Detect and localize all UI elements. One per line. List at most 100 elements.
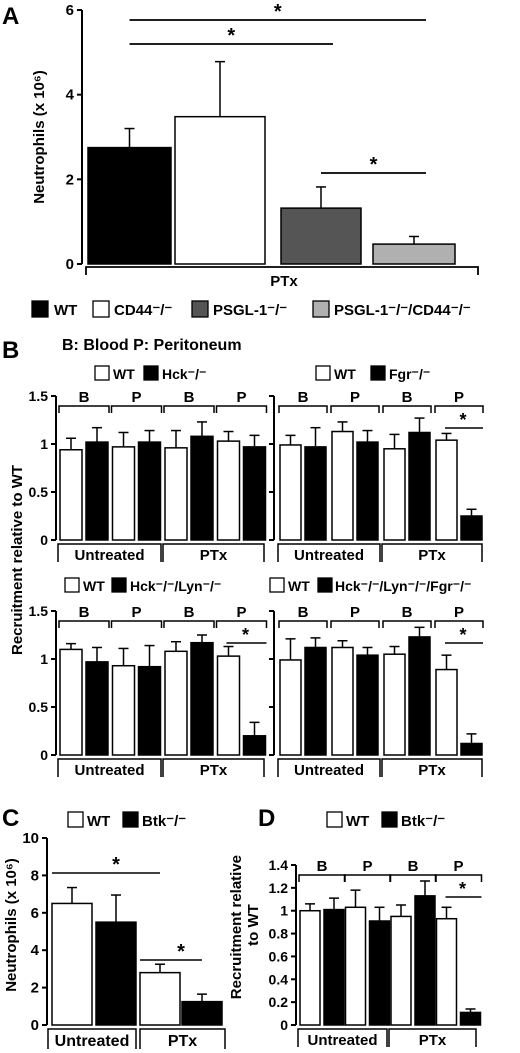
subgroup-bracket [163, 620, 215, 628]
y-tick-label: 1 [280, 903, 288, 919]
data-bar [435, 668, 458, 756]
legend-swatch-btk [381, 811, 398, 828]
y-tick-label: 1.5 [29, 603, 49, 619]
group-label: PTx [418, 762, 446, 779]
legend-label-wt: WT [346, 813, 369, 830]
legend-label-btk: Btk⁻/⁻ [142, 813, 186, 830]
subgroup-label: P [454, 604, 464, 621]
data-bar [323, 908, 345, 1026]
y-tick-label: 6 [31, 905, 39, 922]
data-bar [390, 915, 412, 1026]
group-bracket [297, 1028, 388, 1047]
subgroup-bracket [215, 620, 268, 628]
data-bar [304, 446, 327, 541]
data-bar [164, 447, 188, 541]
y-tick-label: 0 [66, 256, 74, 273]
data-bar [111, 446, 136, 541]
panel-label-c: C [2, 805, 19, 832]
legend-swatch-hck [143, 365, 159, 381]
subgroup-bracket [58, 620, 110, 628]
panel-b3-chart: 0 0.5 1 1.5 B P B P * Untreated PTx [29, 603, 268, 779]
legend-label-psgl1: PSGL-1⁻/⁻ [213, 302, 287, 319]
y-tick-label: 0.5 [29, 484, 49, 500]
y-tick-label: 0 [40, 532, 48, 548]
y-tick-label: 1.4 [269, 857, 289, 873]
data-bar [279, 659, 302, 756]
legend-swatch-psgl1-cd44 [312, 300, 330, 318]
data-bar [460, 515, 483, 541]
legend-swatch-wt [326, 811, 343, 828]
panel-a-legend: WT CD44⁻/⁻ PSGL-1⁻/⁻ PSGL-1⁻/⁻/CD44⁻/⁻ [31, 300, 471, 319]
y-tick-label: 0.2 [269, 994, 289, 1010]
subgroup-label: P [454, 389, 464, 406]
group-label: Untreated [294, 762, 364, 779]
data-bar [459, 1011, 482, 1026]
panel-b1-legend: WT Hck⁻/⁻ [94, 365, 206, 382]
legend-label-hck: Hck⁻/⁻ [162, 366, 206, 382]
legend-swatch-hck-lyn-fgr [317, 577, 333, 593]
legend-label-hck-lyn: Hck⁻/⁻/Lyn⁻/⁻ [130, 578, 221, 594]
subgroup-bracket [434, 874, 483, 882]
subgroup-bracket [215, 405, 268, 413]
legend-swatch-wt [64, 577, 80, 593]
data-bar [174, 115, 266, 265]
subgroup-bracket [278, 405, 328, 413]
legend-label-psgl1-cd44: PSGL-1⁻/⁻/CD44⁻/⁻ [334, 302, 471, 319]
legend-swatch-wt [269, 577, 285, 593]
significance-star: * [274, 1, 282, 23]
y-tick-label: 1.5 [29, 388, 49, 404]
y-tick-label: 2 [31, 980, 39, 997]
y-tick-label: 4 [31, 942, 40, 959]
y-tick-label: 1 [40, 436, 48, 452]
significance-star: * [459, 879, 466, 899]
data-bar [139, 971, 181, 1026]
data-bar [216, 655, 241, 756]
panel-b1-chart: 0 0.5 1 1.5 B P B P Untreated PTx [29, 388, 268, 564]
subgroup-label: P [350, 604, 360, 621]
y-tick-label: 10 [22, 830, 39, 847]
blood-peritoneum-note: B: Blood P: Peritoneum [62, 337, 242, 354]
data-bar [280, 207, 362, 265]
data-bar [190, 641, 214, 756]
significance-star: * [112, 854, 120, 876]
group-label: Untreated [294, 547, 364, 564]
subgroup-label: P [350, 389, 360, 406]
data-bar [51, 902, 93, 1026]
panel-d-ylabel-line2: to WT [245, 904, 262, 946]
panel-label-a: A [2, 3, 19, 30]
panel-d-legend: WT Btk⁻/⁻ [326, 811, 445, 830]
legend-label-wt: WT [83, 578, 105, 594]
data-bar [181, 1000, 223, 1026]
subgroup-label: B [184, 389, 195, 406]
group-bracket [47, 1028, 137, 1049]
panel-a-chart: 0 2 4 6 * * * [66, 1, 479, 275]
data-bar [408, 431, 431, 541]
y-tick-label: 6 [66, 2, 74, 19]
group-label: PTx [200, 547, 228, 564]
legend-label-wt: WT [288, 578, 310, 594]
data-bar [408, 636, 431, 756]
panel-c-ylabel: Neutrophils (x 10⁶) [3, 858, 20, 992]
data-bar [460, 742, 483, 756]
data-bar [242, 735, 267, 756]
group-label: Untreated [74, 547, 144, 564]
group-bracket [162, 758, 265, 777]
panel-b2-legend: WT Fgr⁻/⁻ [315, 365, 430, 382]
y-tick-label: 0.8 [269, 926, 289, 942]
y-tick-label: 0.5 [29, 699, 49, 715]
legend-swatch-psgl1 [191, 300, 209, 318]
y-tick-label: 2 [66, 171, 74, 188]
legend-label-cd44: CD44⁻/⁻ [114, 302, 172, 319]
data-bar [368, 920, 391, 1026]
data-bar [85, 661, 109, 756]
legend-swatch-wt [67, 811, 84, 828]
group-label: PTx [419, 1032, 447, 1049]
significance-star: * [459, 410, 466, 430]
y-tick-label: 0.4 [269, 971, 289, 987]
subgroup-label: P [362, 858, 372, 875]
data-bar [331, 646, 354, 756]
group-bracket [381, 758, 483, 777]
panel-a-group-label: PTx [270, 273, 298, 290]
data-bar [137, 665, 162, 756]
